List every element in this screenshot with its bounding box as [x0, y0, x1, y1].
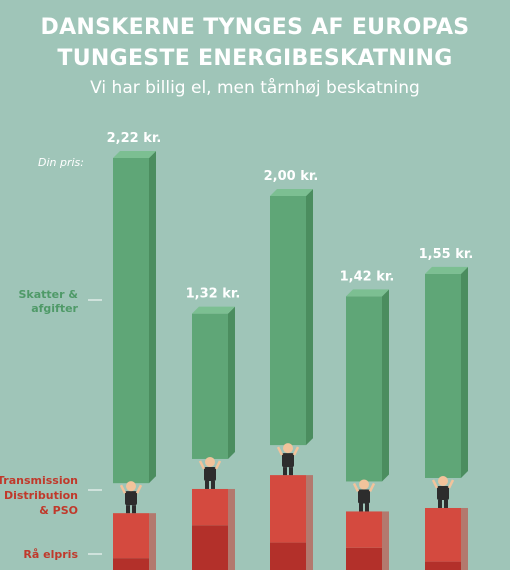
figure-leg-right [132, 505, 136, 514]
figure-arm-right [447, 479, 455, 489]
figure-leg-right [365, 503, 369, 512]
figure-body [437, 485, 449, 500]
figure-leg-left [438, 499, 442, 508]
figure-leg-right [444, 499, 448, 508]
bar-raw-price [192, 525, 228, 570]
figure-head [283, 443, 293, 454]
figure-arm-right [214, 460, 222, 470]
figure-body [125, 491, 137, 506]
bar-tax [346, 296, 382, 482]
bar-raw-price [425, 561, 461, 570]
figure-arm-left [431, 479, 439, 489]
figure-leg-left [126, 505, 130, 514]
chart-subtitle: Vi har billig el, men tårnhøj beskatning [90, 78, 420, 98]
bar-tax-top [192, 306, 235, 314]
bar-tax-top [346, 289, 389, 297]
figure-arm-left [352, 482, 360, 493]
bar-transmission [270, 475, 306, 543]
bar-raw-price [346, 547, 382, 570]
transmission-label: Transmission& Distribution& PSO [0, 474, 78, 517]
bar-red-side [382, 511, 389, 570]
figure-arm-right [292, 446, 300, 456]
bar-red-side [149, 513, 156, 570]
tax-label: Skatter & afgifter [19, 288, 79, 315]
bar-red-side [461, 507, 468, 570]
bar-tax-top [425, 266, 468, 274]
figure-body [204, 466, 216, 481]
figure-head [359, 479, 369, 490]
figure-arm-left [198, 460, 206, 470]
chart-title: DANSKERNE TYNGES AF EUROPAS TUNGESTE ENE… [0, 12, 510, 74]
bar-transmission [113, 513, 149, 559]
price-label: Din pris: [38, 156, 84, 169]
bar-tax-top [113, 150, 156, 158]
total-price-label: 2,22 kr. [107, 131, 162, 146]
bars: 2,22 kr. 1,32 kr. 2,00 kr. 1,42 kr. 1,55 kr. [107, 131, 474, 570]
bar-red-side [228, 488, 235, 570]
figure-body [358, 489, 370, 504]
figure-arm-right [368, 482, 376, 493]
bar-tax [270, 196, 306, 446]
total-price-label: 1,42 kr. [340, 269, 395, 284]
bar-raw-price [270, 542, 306, 570]
bar-tax-side [149, 150, 156, 484]
bar-transmission [346, 511, 382, 548]
bar-group-storbritannien: 1,32 kr. [186, 287, 241, 570]
figure-leg-left [205, 480, 209, 489]
bar-transmission [425, 507, 461, 562]
total-price-label: 1,32 kr. [186, 287, 241, 302]
figure-head [438, 475, 448, 486]
raw-price-label: Rå elpris [23, 548, 78, 561]
title-line-2: TUNGESTE ENERGIBESKATNING [57, 46, 453, 71]
bar-tax-side [461, 266, 468, 478]
total-price-label: 1,55 kr. [419, 247, 474, 262]
figure-leg-right [211, 480, 215, 489]
bar-raw-price [113, 558, 149, 570]
bar-group-holland: 1,42 kr. [340, 269, 395, 570]
bar-tax-top [270, 189, 313, 196]
total-price-label: 2,00 kr. [264, 169, 319, 184]
bar-transmission [192, 488, 228, 526]
bar-tax [192, 313, 228, 459]
figure-leg-left [359, 503, 363, 512]
bar-tax-side [228, 306, 235, 459]
figure-arm-right [135, 484, 143, 494]
figure-body [282, 453, 294, 468]
segment-labels: Din pris: Skatter &afgifter Transmission& … [0, 156, 102, 561]
bar-tax [113, 157, 149, 484]
title-line-1: DANSKERNE TYNGES AF EUROPAS [40, 15, 470, 40]
bar-tax-side [306, 189, 313, 446]
figure-leg-left [283, 467, 287, 476]
bar-group-danmark: 2,22 kr. [107, 131, 162, 570]
figure-arm-left [276, 446, 284, 456]
bar-red-side [306, 475, 313, 570]
figure-head [126, 481, 136, 492]
figure-leg-right [289, 467, 293, 476]
bar-group-sverige: 1,55 kr. [419, 247, 474, 570]
bar-tax-side [382, 289, 389, 482]
figure-head [205, 456, 215, 467]
bar-tax [425, 273, 461, 478]
bar-group-tyskland: 2,00 kr. [264, 169, 319, 570]
figure-arm-left [119, 484, 127, 494]
